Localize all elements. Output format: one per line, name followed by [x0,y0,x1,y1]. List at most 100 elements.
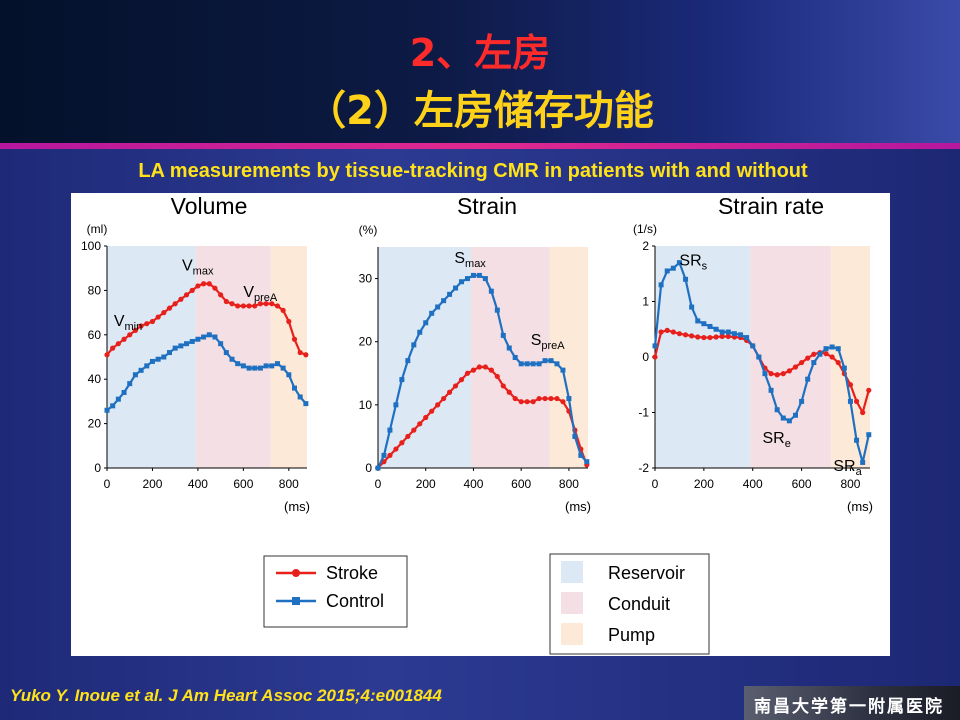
data-point-control [387,427,393,433]
y-axis-label: (%) [359,223,378,237]
phase-swatch-reservoir [561,561,583,583]
data-point-stroke [183,292,190,298]
data-point-stroke [229,301,235,307]
data-point-control [713,326,719,332]
data-point-stroke [429,408,435,414]
data-point-stroke [847,382,854,388]
data-point-control [829,344,835,350]
data-point-stroke [482,364,488,370]
data-point-stroke [805,355,811,361]
data-point-stroke [676,331,683,337]
chart-2: -2 -1 0 1 2 0 200 400 600 800 Strain rate (1/s) (ms)… [633,193,873,514]
data-point-control [512,355,518,360]
annotation-label: Vmax [182,257,214,277]
data-point-control [423,320,429,326]
data-point-control [155,356,161,362]
data-point-stroke [530,399,536,405]
data-point-stroke [104,352,110,358]
data-point-stroke [524,399,530,405]
data-point-stroke [115,341,121,347]
data-point-stroke [252,303,258,309]
data-point-control [132,372,138,378]
data-point-control [399,377,405,383]
data-point-control [719,329,725,335]
annotation-label: SpreA [531,332,566,352]
data-point-control [548,358,554,364]
data-point-stroke [206,281,212,287]
x-tick-label: 800 [840,477,860,491]
y-tick-label: 40 [88,372,102,386]
data-point-stroke [506,389,512,395]
data-point-stroke [387,452,393,458]
data-point-stroke [476,364,483,370]
phase-legend: Reservoir Conduit Pump [549,553,710,655]
data-point-stroke [144,321,150,327]
data-point-control [235,361,241,367]
data-point-stroke [280,307,286,313]
legend-label-stroke: Stroke [326,563,378,583]
data-point-control [860,459,866,465]
data-point-control [189,338,195,344]
x-tick-label: 400 [188,477,208,491]
data-point-control [121,390,127,396]
data-point-control [453,285,459,291]
data-point-stroke [110,345,116,351]
y-tick-label: 0 [365,461,372,475]
data-point-control [542,358,548,364]
y-tick-label: 80 [88,283,102,297]
data-point-control [488,288,494,294]
y-tick-label: 30 [359,272,373,286]
y-tick-label: 20 [359,335,373,349]
data-point-control [768,387,774,393]
data-point-control [786,418,792,424]
data-point-control [774,407,780,413]
data-point-control [847,398,853,404]
annotation-label: SRe [763,430,791,450]
data-point-control [750,343,756,349]
data-point-control [375,465,381,471]
data-point-stroke [121,336,127,342]
phase-label-conduit: Conduit [608,594,670,614]
data-point-stroke [682,332,689,338]
data-point-control [524,361,530,367]
data-point-control [257,365,263,371]
data-point-control [149,358,155,364]
data-point-stroke [166,305,173,311]
y-tick-label: 0 [642,350,649,364]
data-point-stroke [446,389,453,395]
data-point-stroke [405,433,411,440]
data-point-stroke [218,292,224,298]
chart-1: 0 10 20 30 0 200 400 600 800 Strain (%) (ms) Smax Spr… [359,193,591,514]
data-point-control [286,372,292,378]
x-tick-label: 0 [375,477,382,491]
hospital-logo-text: 南昌大学第一附属医院 [754,697,944,717]
chart-title: Strain [457,193,517,219]
data-point-stroke [286,318,292,325]
x-axis-label: (ms) [565,499,591,514]
y-tick-label: -1 [638,406,649,420]
data-point-control [104,407,110,413]
data-point-control [167,350,172,356]
data-point-stroke [132,327,139,333]
x-axis-label: (ms) [284,499,310,514]
data-point-control [695,318,701,324]
phase-label-reservoir: Reservoir [608,563,685,583]
data-point-control [110,403,116,409]
data-point-control [274,361,280,367]
data-point-control [482,276,488,282]
annotation-label: Smax [454,250,486,270]
data-point-control [854,437,860,443]
x-tick-label: 200 [416,477,436,491]
data-point-control [866,432,872,438]
data-point-control [229,356,235,362]
data-point-stroke [500,383,506,389]
data-point-stroke [411,427,417,433]
data-point-stroke [670,329,676,335]
data-point-control [246,365,252,371]
data-point-control [263,363,269,369]
phase-band-reservoir [378,247,472,468]
data-point-stroke [155,314,161,320]
title-divider [0,143,960,149]
y-axis-label: (1/s) [633,222,657,236]
data-point-stroke [399,440,405,446]
